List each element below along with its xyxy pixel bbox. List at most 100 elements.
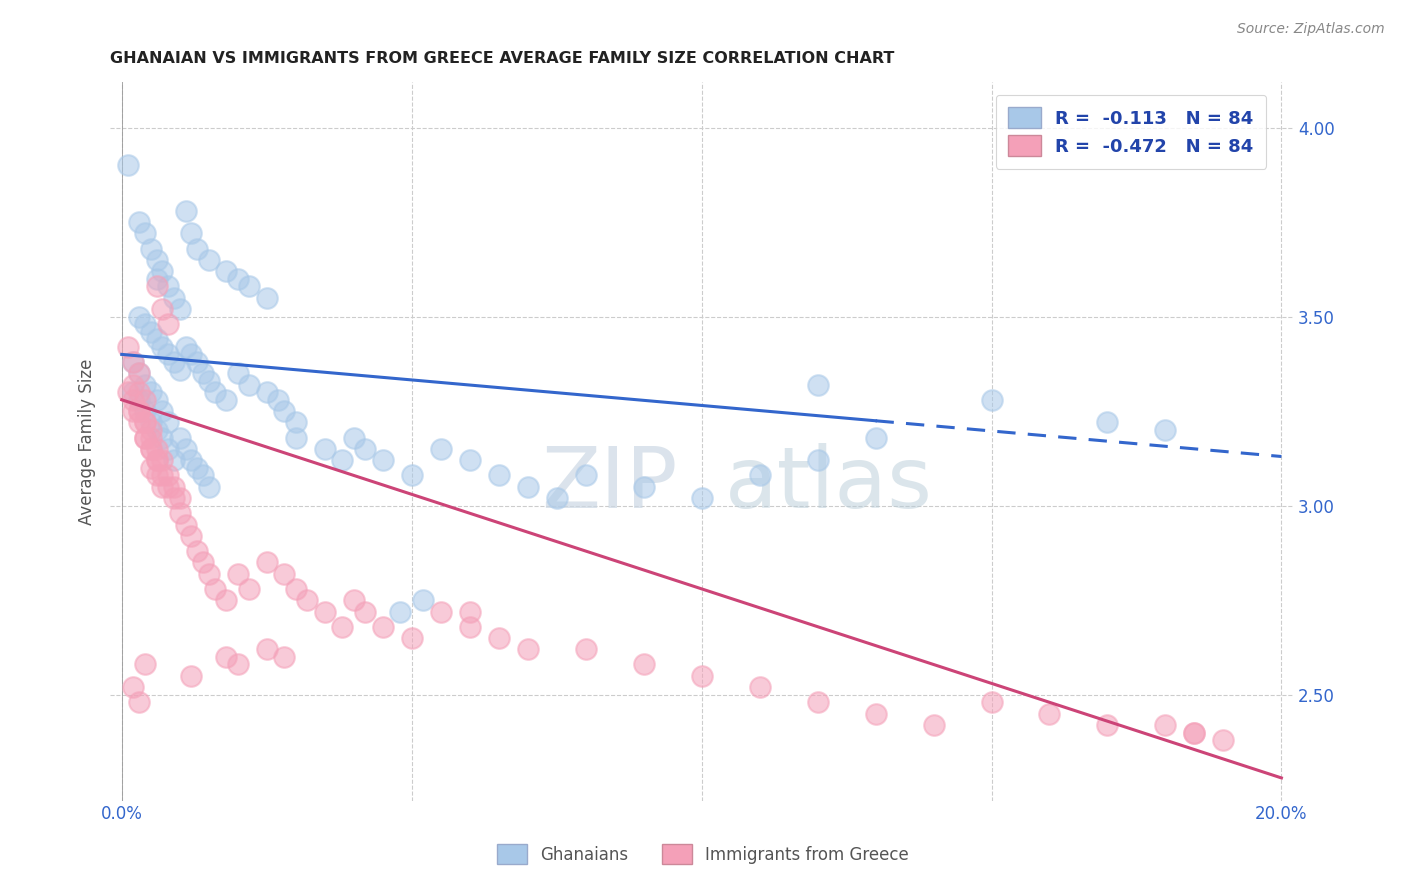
Point (238, 279, 260, 293)
Point (226, 657, 249, 672)
Point (865, 431, 887, 445)
Point (575, 468, 598, 483)
Text: ZIP: ZIP (541, 443, 678, 526)
Point (1184, 725, 1206, 739)
Point (139, 385, 162, 400)
Point (157, 347, 180, 361)
Point (145, 392, 167, 407)
Point (169, 431, 191, 445)
Point (169, 506, 191, 520)
Point (354, 605, 377, 619)
Point (330, 453, 353, 467)
Point (145, 442, 167, 456)
Point (401, 631, 423, 645)
Point (163, 291, 186, 305)
Point (458, 453, 481, 467)
Point (516, 642, 538, 657)
Text: atlas: atlas (725, 443, 934, 526)
Point (122, 385, 145, 400)
Point (139, 242, 162, 256)
Point (122, 377, 145, 392)
Point (128, 367, 150, 381)
Point (314, 605, 336, 619)
Point (150, 264, 173, 278)
Point (273, 404, 295, 418)
Point (134, 416, 156, 430)
Point (256, 555, 278, 569)
Point (163, 480, 186, 494)
Point (197, 480, 219, 494)
Point (157, 416, 180, 430)
Point (157, 317, 180, 331)
Point (174, 517, 197, 532)
Point (633, 480, 655, 494)
Point (197, 566, 219, 581)
Point (297, 593, 319, 607)
Point (343, 593, 366, 607)
Point (690, 491, 713, 505)
Point (128, 416, 150, 430)
Point (343, 431, 366, 445)
Point (371, 453, 394, 467)
Point (371, 620, 394, 634)
Point (157, 442, 180, 456)
Point (157, 480, 180, 494)
Point (117, 340, 139, 354)
Point (1038, 706, 1060, 721)
Point (139, 423, 162, 437)
Point (169, 362, 191, 376)
Point (806, 695, 828, 709)
Point (256, 385, 278, 400)
Point (197, 252, 219, 267)
Point (226, 566, 249, 581)
Point (134, 431, 156, 445)
Point (1212, 733, 1234, 747)
Point (134, 317, 156, 331)
Point (748, 468, 770, 483)
Point (134, 416, 156, 430)
Point (429, 605, 451, 619)
Point (150, 404, 173, 418)
Point (122, 680, 145, 694)
Point (401, 468, 423, 483)
Point (215, 392, 238, 407)
Point (150, 431, 173, 445)
Point (488, 631, 510, 645)
Point (163, 453, 186, 467)
Point (145, 279, 167, 293)
Point (174, 203, 197, 218)
Point (226, 272, 249, 286)
Point (1154, 718, 1177, 732)
Point (1097, 718, 1119, 732)
Point (806, 453, 828, 467)
Point (145, 468, 167, 483)
Point (122, 392, 145, 407)
Point (575, 642, 598, 657)
Point (139, 325, 162, 339)
Point (163, 355, 186, 369)
Point (980, 695, 1002, 709)
Legend: Ghanaians, Immigrants from Greece: Ghanaians, Immigrants from Greece (491, 838, 915, 871)
Point (1097, 416, 1119, 430)
Point (139, 460, 162, 475)
Point (256, 291, 278, 305)
Point (180, 529, 202, 543)
Point (546, 491, 568, 505)
Point (128, 404, 150, 418)
Point (1154, 423, 1177, 437)
Point (748, 680, 770, 694)
Point (117, 158, 139, 172)
Point (150, 340, 173, 354)
Point (150, 453, 173, 467)
Point (169, 301, 191, 316)
Point (284, 416, 307, 430)
Point (180, 347, 202, 361)
Point (157, 468, 180, 483)
Point (174, 442, 197, 456)
Y-axis label: Average Family Size: Average Family Size (79, 359, 96, 524)
Point (134, 657, 156, 672)
Point (157, 279, 180, 293)
Point (330, 620, 353, 634)
Point (145, 453, 167, 467)
Point (186, 355, 208, 369)
